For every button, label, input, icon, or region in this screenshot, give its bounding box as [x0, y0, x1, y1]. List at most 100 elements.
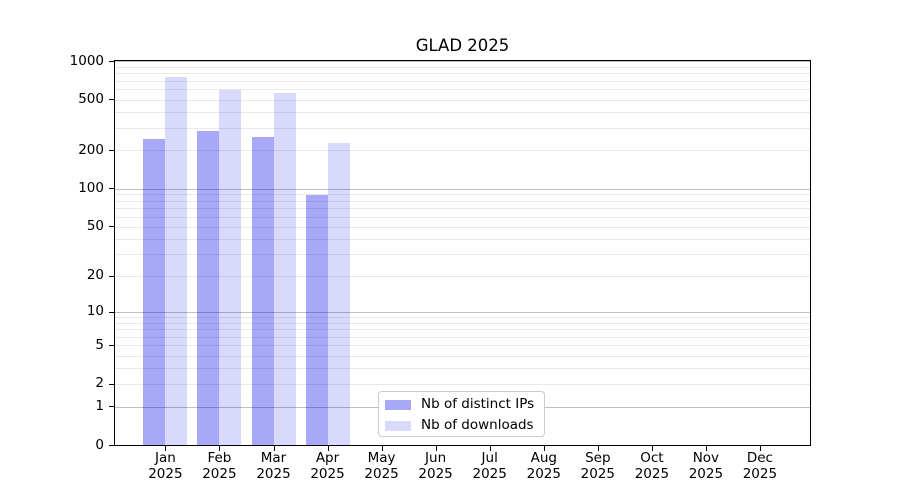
gridline	[115, 336, 810, 338]
legend-entry-distinct-ips: Nb of distinct IPs	[385, 394, 538, 415]
legend-swatch-downloads	[385, 420, 411, 431]
x-tick-label: Jan 2025	[125, 450, 205, 482]
gridline	[115, 194, 810, 196]
gridline	[115, 111, 810, 113]
x-tick-mark	[328, 446, 329, 451]
x-tick-label: May 2025	[342, 450, 422, 482]
bar-distinct-ips-apr	[305, 194, 328, 445]
x-tick-label: Feb 2025	[179, 450, 259, 482]
y-tick-label: 1	[95, 398, 104, 414]
x-tick-year: 2025	[202, 466, 237, 482]
x-tick-year: 2025	[364, 466, 399, 482]
y-tick-mark	[109, 406, 115, 407]
x-tick-label: Nov 2025	[666, 450, 746, 482]
legend-entry-downloads: Nb of downloads	[385, 415, 538, 436]
gridline	[115, 322, 810, 324]
gridline	[115, 317, 810, 318]
gridline	[115, 73, 810, 75]
gridline	[115, 238, 810, 240]
x-tick-mark	[760, 446, 761, 451]
gridline	[115, 208, 810, 210]
bar-distinct-ips-jan	[143, 139, 166, 445]
x-tick-month: Jan	[154, 450, 176, 466]
gridline	[115, 89, 810, 91]
gridline	[115, 200, 810, 202]
y-tick-label: 100	[78, 180, 104, 196]
gridline	[115, 127, 810, 129]
gridline	[115, 275, 810, 277]
y-tick-mark	[109, 150, 115, 151]
x-tick-month: Sep	[585, 450, 611, 466]
x-tick-month: Jun	[425, 450, 447, 466]
y-tick-label: 20	[86, 267, 104, 284]
x-tick-label: Mar 2025	[234, 450, 314, 482]
x-tick-mark	[490, 446, 491, 451]
legend-swatch-distinct-ips	[385, 399, 411, 410]
bar-distinct-ips-mar	[251, 136, 274, 445]
gridline	[115, 150, 810, 152]
gridline	[115, 188, 810, 190]
x-tick-label: Apr 2025	[288, 450, 368, 482]
bar-downloads-jan	[165, 77, 188, 445]
x-tick-label: Jul 2025	[450, 450, 530, 482]
y-tick-label: 2	[95, 375, 104, 392]
bar-distinct-ips-feb	[197, 131, 220, 445]
bar-downloads-apr	[327, 143, 350, 445]
x-tick-mark	[165, 446, 166, 451]
gridline	[115, 355, 810, 357]
x-tick-mark	[544, 446, 545, 451]
y-tick-label: 0	[95, 436, 104, 453]
x-tick-year: 2025	[148, 466, 183, 482]
x-tick-year: 2025	[742, 466, 778, 482]
gridline	[115, 80, 810, 82]
gridline	[115, 367, 810, 369]
x-tick-month: Jul	[481, 450, 498, 466]
x-tick-month: Feb	[207, 450, 232, 466]
y-tick-mark	[109, 345, 115, 346]
x-tick-label: Jun 2025	[396, 450, 476, 482]
gridline	[115, 345, 810, 347]
x-tick-year: 2025	[526, 466, 561, 482]
x-tick-mark	[652, 446, 653, 451]
x-tick-month: May	[367, 450, 396, 466]
chart-title: GLAD 2025	[415, 36, 510, 55]
x-tick-mark	[219, 446, 220, 451]
x-tick-month: Nov	[692, 450, 720, 466]
gridline	[115, 61, 810, 62]
x-tick-label: Aug 2025	[504, 450, 584, 482]
legend: Nb of distinct IPs Nb of downloads	[378, 391, 545, 437]
gridline	[115, 99, 810, 101]
bar-downloads-feb	[219, 89, 242, 445]
x-tick-year: 2025	[418, 466, 453, 482]
x-tick-month: Aug	[530, 450, 557, 466]
x-tick-month: Oct	[640, 450, 664, 466]
gridline	[115, 66, 810, 68]
legend-label-downloads: Nb of downloads	[421, 417, 534, 433]
x-tick-label: Dec 2025	[720, 450, 800, 482]
gridline	[115, 254, 810, 256]
y-tick-mark	[109, 445, 115, 446]
gridline	[115, 383, 810, 385]
x-tick-month: Dec	[746, 450, 773, 466]
y-tick-mark	[109, 384, 115, 385]
x-tick-mark	[382, 446, 383, 451]
x-tick-year: 2025	[634, 466, 670, 482]
x-tick-mark	[436, 446, 437, 451]
x-tick-year: 2025	[580, 466, 615, 482]
y-tick-mark	[109, 99, 115, 100]
y-tick-label: 10	[86, 303, 104, 320]
x-tick-label: Sep 2025	[558, 450, 638, 482]
gridline	[115, 311, 810, 313]
x-tick-label: Oct 2025	[612, 450, 692, 482]
y-tick-mark	[109, 276, 115, 277]
x-tick-mark	[706, 446, 707, 451]
y-tick-mark	[109, 188, 115, 189]
bar-downloads-mar	[273, 93, 296, 445]
legend-label-distinct-ips: Nb of distinct IPs	[421, 396, 535, 412]
plot-area	[115, 61, 810, 445]
y-tick-mark	[109, 312, 115, 313]
y-tick-label: 1000	[69, 52, 104, 69]
x-tick-year: 2025	[256, 466, 291, 482]
x-tick-year: 2025	[310, 466, 345, 482]
